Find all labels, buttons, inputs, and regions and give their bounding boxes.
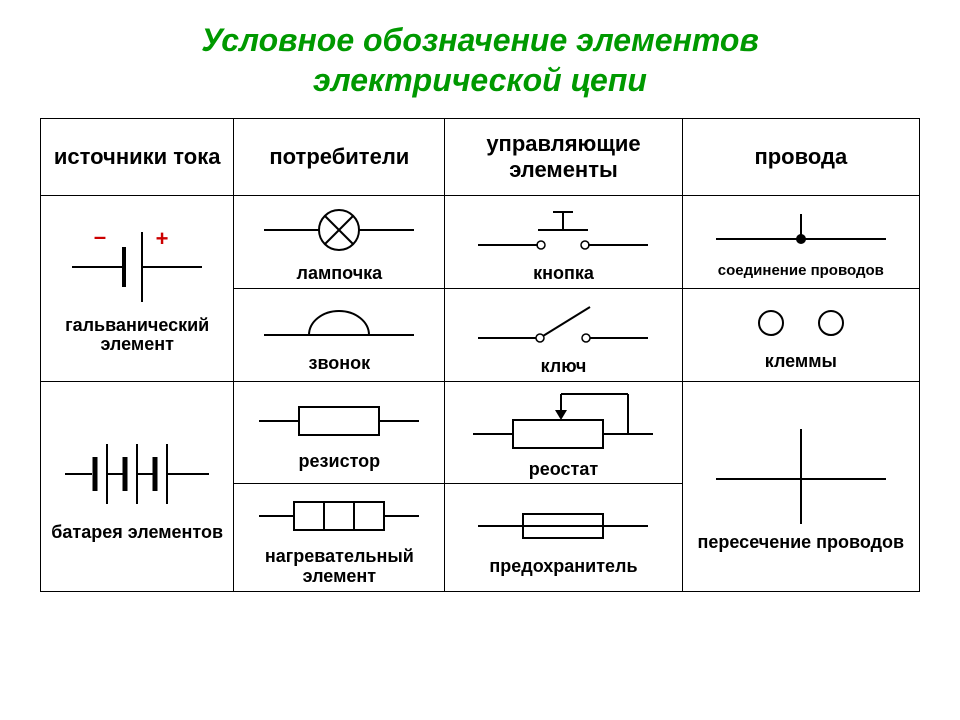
bell-icon bbox=[254, 295, 424, 350]
battery-label: батарея элементов bbox=[51, 523, 223, 543]
galvanic-cell-icon: – + bbox=[62, 222, 212, 312]
rheostat-label: реостат bbox=[529, 460, 598, 480]
cell-galvanic: – + гальванический элемент bbox=[41, 196, 234, 382]
switch-icon bbox=[468, 293, 658, 353]
header-sources: источники тока bbox=[41, 119, 234, 196]
switch-label: ключ bbox=[541, 357, 587, 377]
junction-label: соединение проводов bbox=[718, 263, 884, 280]
cell-fuse: предохранитель bbox=[445, 484, 682, 592]
galvanic-label: гальванический элемент bbox=[47, 316, 227, 356]
wire-junction-icon bbox=[706, 204, 896, 259]
heating-element-icon bbox=[249, 488, 429, 543]
page-title: Условное обозначение элементов электриче… bbox=[40, 20, 920, 100]
cell-battery: батарея элементов bbox=[41, 381, 234, 591]
terminals-label: клеммы bbox=[765, 352, 837, 372]
rheostat-icon bbox=[463, 386, 663, 456]
title-line-1: Условное обозначение элементов bbox=[201, 22, 759, 58]
battery-icon bbox=[57, 429, 217, 519]
cell-heater: нагревательный элемент bbox=[234, 484, 445, 592]
resistor-icon bbox=[249, 393, 429, 448]
button-label: кнопка bbox=[533, 264, 594, 284]
header-controls: управляющие элементы bbox=[445, 119, 682, 196]
cell-switch: ключ bbox=[445, 288, 682, 381]
cell-button: кнопка bbox=[445, 196, 682, 289]
cell-lamp: лампочка bbox=[234, 196, 445, 289]
header-consumers: потребители bbox=[234, 119, 445, 196]
wire-crossing-icon bbox=[706, 419, 896, 529]
title-line-2: электрической цепи bbox=[313, 62, 647, 98]
button-icon bbox=[468, 200, 658, 260]
terminals-icon bbox=[716, 298, 886, 348]
heater-label: нагревательный элемент bbox=[240, 547, 438, 587]
cell-crossing: пересечение проводов bbox=[682, 381, 919, 591]
resistor-label: резистор bbox=[299, 452, 381, 472]
cell-bell: звонок bbox=[234, 288, 445, 381]
cell-terminals: клеммы bbox=[682, 288, 919, 381]
header-row: источники тока потребители управляющие э… bbox=[41, 119, 920, 196]
header-wires: провода bbox=[682, 119, 919, 196]
bell-label: звонок bbox=[309, 354, 371, 374]
svg-text:–: – bbox=[94, 224, 106, 249]
symbols-table: источники тока потребители управляющие э… bbox=[40, 118, 920, 592]
crossing-label: пересечение проводов bbox=[698, 533, 905, 553]
svg-text:+: + bbox=[156, 226, 169, 251]
lamp-label: лампочка bbox=[297, 264, 383, 284]
lamp-icon bbox=[254, 200, 424, 260]
cell-rheostat: реостат bbox=[445, 381, 682, 484]
cell-junction: соединение проводов bbox=[682, 196, 919, 289]
fuse-icon bbox=[468, 498, 658, 553]
fuse-label: предохранитель bbox=[489, 557, 637, 577]
cell-resistor: резистор bbox=[234, 381, 445, 484]
